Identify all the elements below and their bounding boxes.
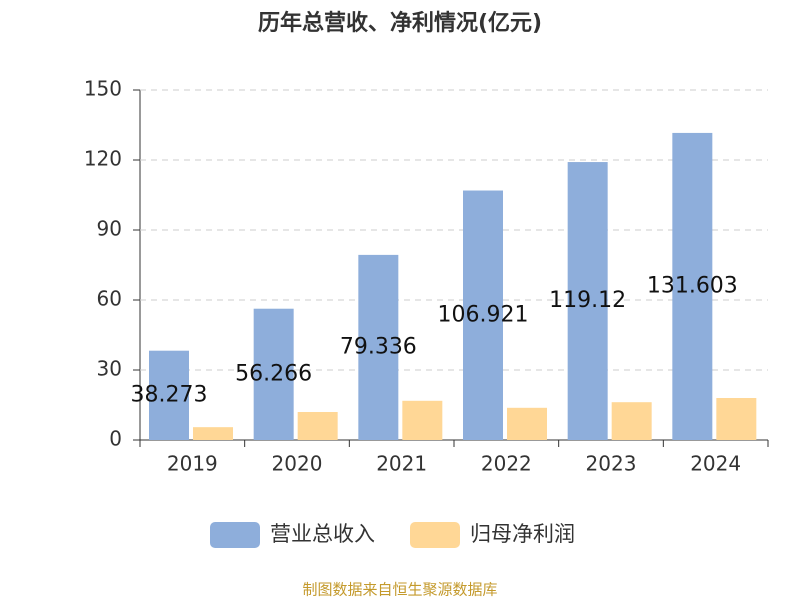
bar (507, 407, 547, 440)
bar (253, 308, 294, 440)
data-label: 79.336 (340, 334, 417, 359)
bar (567, 162, 608, 440)
x-tick-label: 2021 (376, 452, 427, 476)
y-tick-label: 150 (84, 77, 122, 101)
y-tick-label: 60 (97, 287, 122, 311)
y-tick-label: 0 (109, 427, 122, 451)
bar (149, 350, 189, 440)
x-tick-label: 2020 (272, 452, 323, 476)
bar (358, 254, 399, 440)
x-tick-label: 2023 (586, 452, 637, 476)
data-label: 38.273 (131, 382, 208, 407)
x-tick-label: 2022 (481, 452, 532, 476)
bar (297, 412, 338, 440)
legend-swatch (210, 522, 260, 548)
legend-label: 营业总收入 (270, 522, 375, 546)
bar (402, 400, 443, 440)
y-tick-label: 30 (97, 357, 122, 381)
data-label: 56.266 (235, 361, 312, 386)
data-label: 131.603 (647, 273, 738, 298)
legend-label: 归母净利润 (470, 522, 575, 546)
x-tick-label: 2019 (167, 452, 218, 476)
data-label: 119.12 (549, 288, 626, 313)
bar (611, 402, 652, 440)
bar (463, 190, 503, 440)
bar (716, 398, 757, 440)
y-tick-label: 120 (84, 147, 122, 171)
source-note: 制图数据来自恒生聚源数据库 (302, 581, 497, 599)
legend-swatch (410, 522, 460, 548)
bar (672, 132, 713, 440)
x-tick-label: 2024 (690, 452, 741, 476)
bar (193, 427, 233, 440)
chart-title: 历年总营收、净利情况(亿元) (258, 10, 542, 36)
y-tick-label: 90 (97, 217, 122, 241)
data-label: 106.921 (438, 302, 529, 327)
